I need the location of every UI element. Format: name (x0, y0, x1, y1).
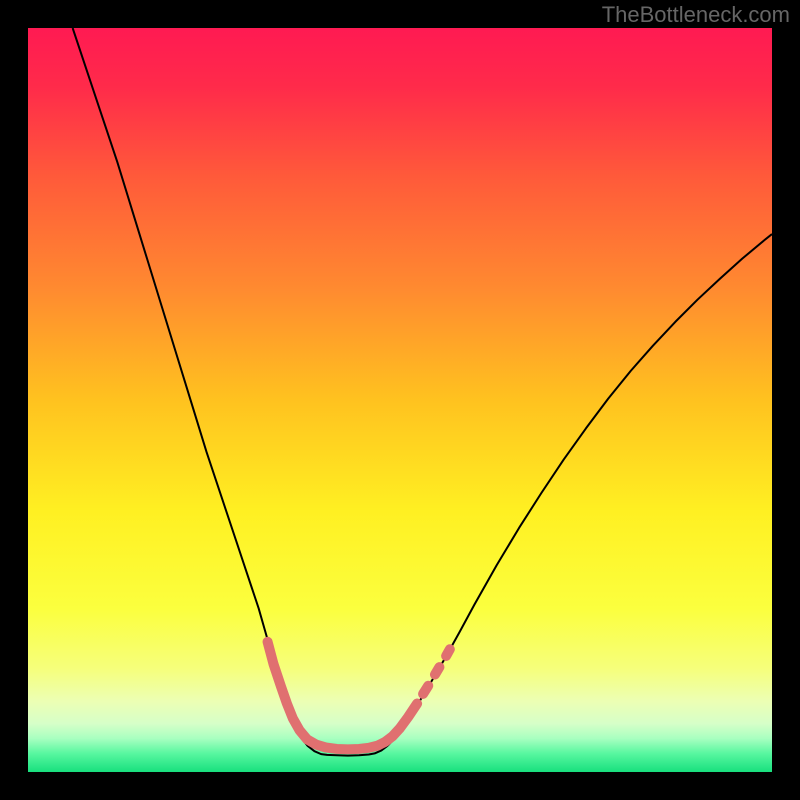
watermark-text: TheBottleneck.com (602, 2, 790, 28)
chart-container: TheBottleneck.com (0, 0, 800, 800)
marker-segment (446, 649, 450, 656)
plot-svg (28, 28, 772, 772)
plot-background (28, 28, 772, 772)
marker-segment (435, 667, 439, 674)
marker-segment (423, 686, 428, 694)
